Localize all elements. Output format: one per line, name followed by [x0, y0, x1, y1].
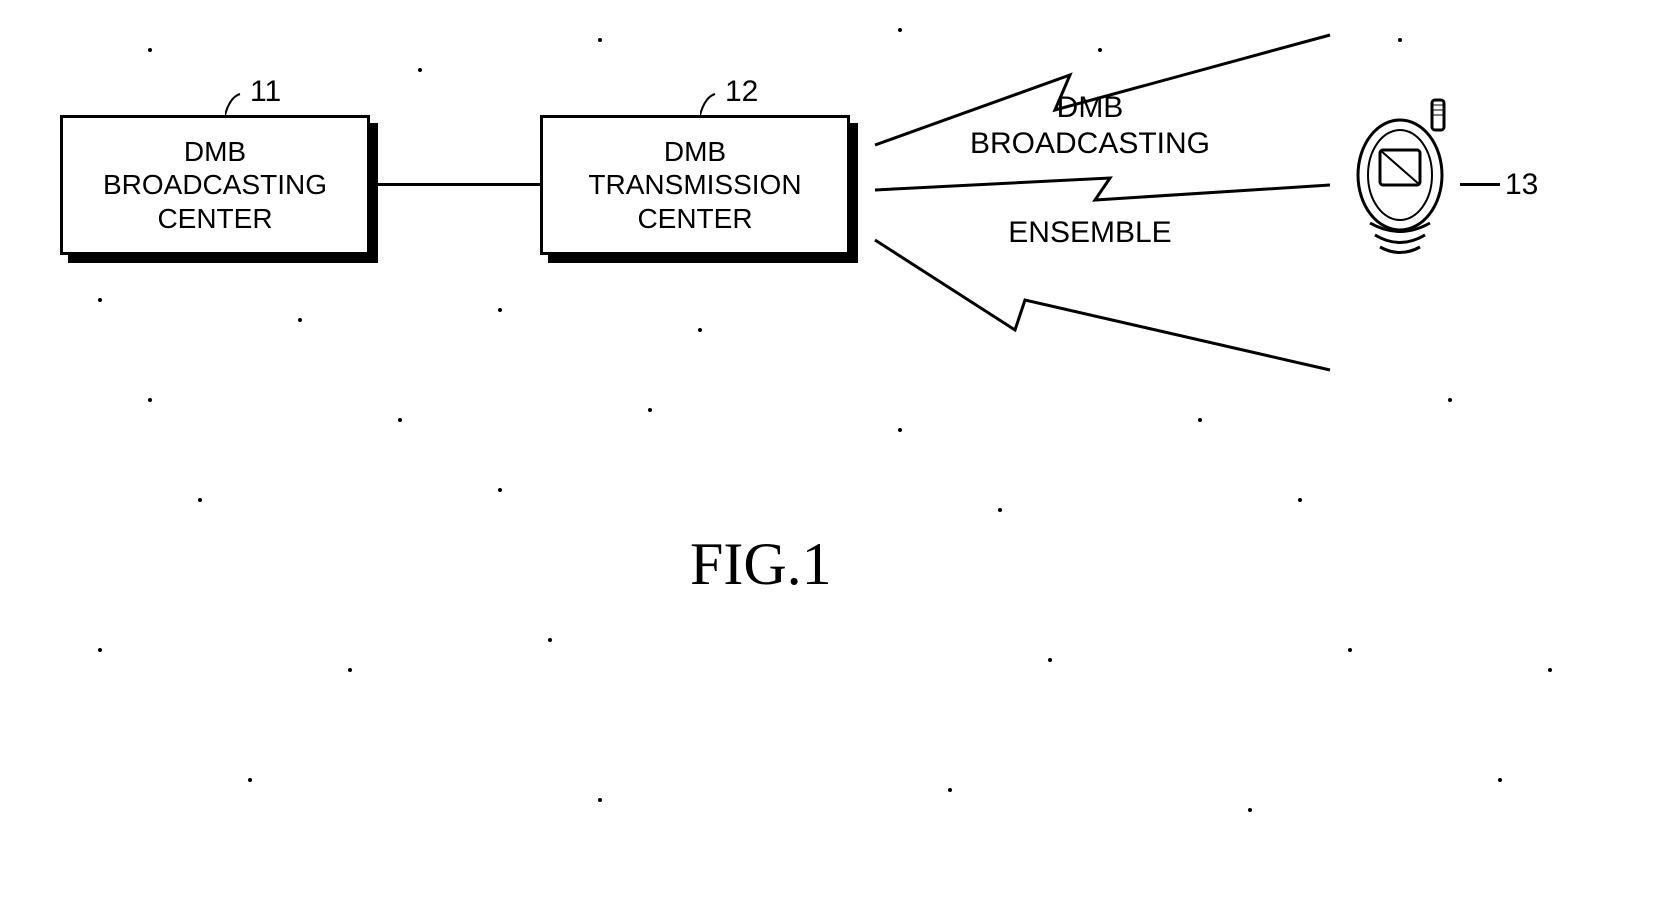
transmission-center-label-2: TRANSMISSION — [588, 168, 801, 202]
wireless-wave-middle — [870, 170, 1340, 210]
broadcasting-center-label-2: BROADCASTING — [103, 168, 327, 202]
phone-icon — [1350, 95, 1460, 265]
wave-label-top: DMB BROADCASTING — [960, 90, 1220, 162]
ref-number-11: 11 — [250, 75, 281, 109]
ref-number-12: 12 — [725, 75, 758, 109]
transmission-center-label-3: CENTER — [637, 202, 752, 236]
wave-label-line3: ENSEMBLE — [1008, 216, 1171, 249]
wireless-wave-bottom — [870, 230, 1340, 380]
transmission-center-box: DMB TRANSMISSION CENTER — [540, 115, 850, 255]
ref-line-13 — [1460, 183, 1500, 186]
wave-label-bottom: ENSEMBLE — [990, 215, 1190, 251]
wave-label-line2: BROADCASTING — [970, 127, 1210, 160]
figure-label: FIG.1 — [690, 530, 832, 599]
wave-label-line1: DMB — [1057, 91, 1124, 124]
broadcasting-center-box: DMB BROADCASTING CENTER — [60, 115, 370, 255]
ref-number-13: 13 — [1505, 168, 1538, 202]
broadcasting-center-label-3: CENTER — [157, 202, 272, 236]
connector-line — [370, 183, 540, 186]
broadcasting-center-label-1: DMB — [184, 135, 246, 169]
transmission-center-label-1: DMB — [664, 135, 726, 169]
